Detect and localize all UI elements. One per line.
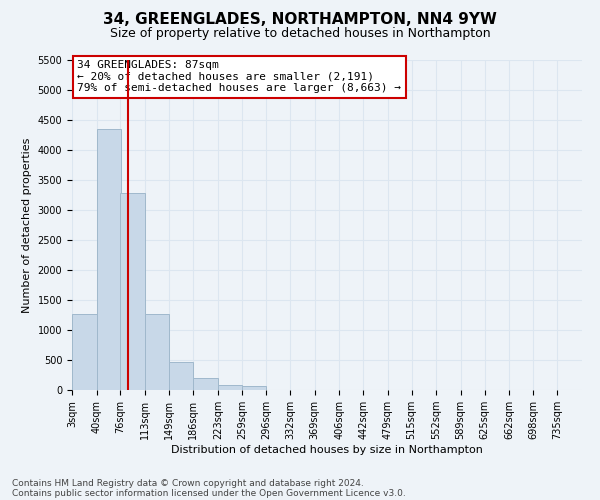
Bar	[169, 362, 193, 390]
X-axis label: Distribution of detached houses by size in Northampton: Distribution of detached houses by size …	[171, 445, 483, 455]
Text: 34 GREENGLADES: 87sqm
← 20% of detached houses are smaller (2,191)
79% of semi-d: 34 GREENGLADES: 87sqm ← 20% of detached …	[77, 60, 401, 93]
Y-axis label: Number of detached properties: Number of detached properties	[22, 138, 32, 312]
Text: Contains public sector information licensed under the Open Government Licence v3: Contains public sector information licen…	[12, 488, 406, 498]
Text: Contains HM Land Registry data © Crown copyright and database right 2024.: Contains HM Land Registry data © Crown c…	[12, 478, 364, 488]
Bar	[97, 129, 121, 390]
Text: 34, GREENGLADES, NORTHAMPTON, NN4 9YW: 34, GREENGLADES, NORTHAMPTON, NN4 9YW	[103, 12, 497, 28]
Bar	[72, 314, 97, 390]
Bar	[193, 378, 218, 390]
Bar	[121, 193, 145, 390]
Text: Size of property relative to detached houses in Northampton: Size of property relative to detached ho…	[110, 28, 490, 40]
Bar	[145, 314, 169, 390]
Bar	[218, 385, 242, 390]
Bar	[242, 386, 266, 390]
